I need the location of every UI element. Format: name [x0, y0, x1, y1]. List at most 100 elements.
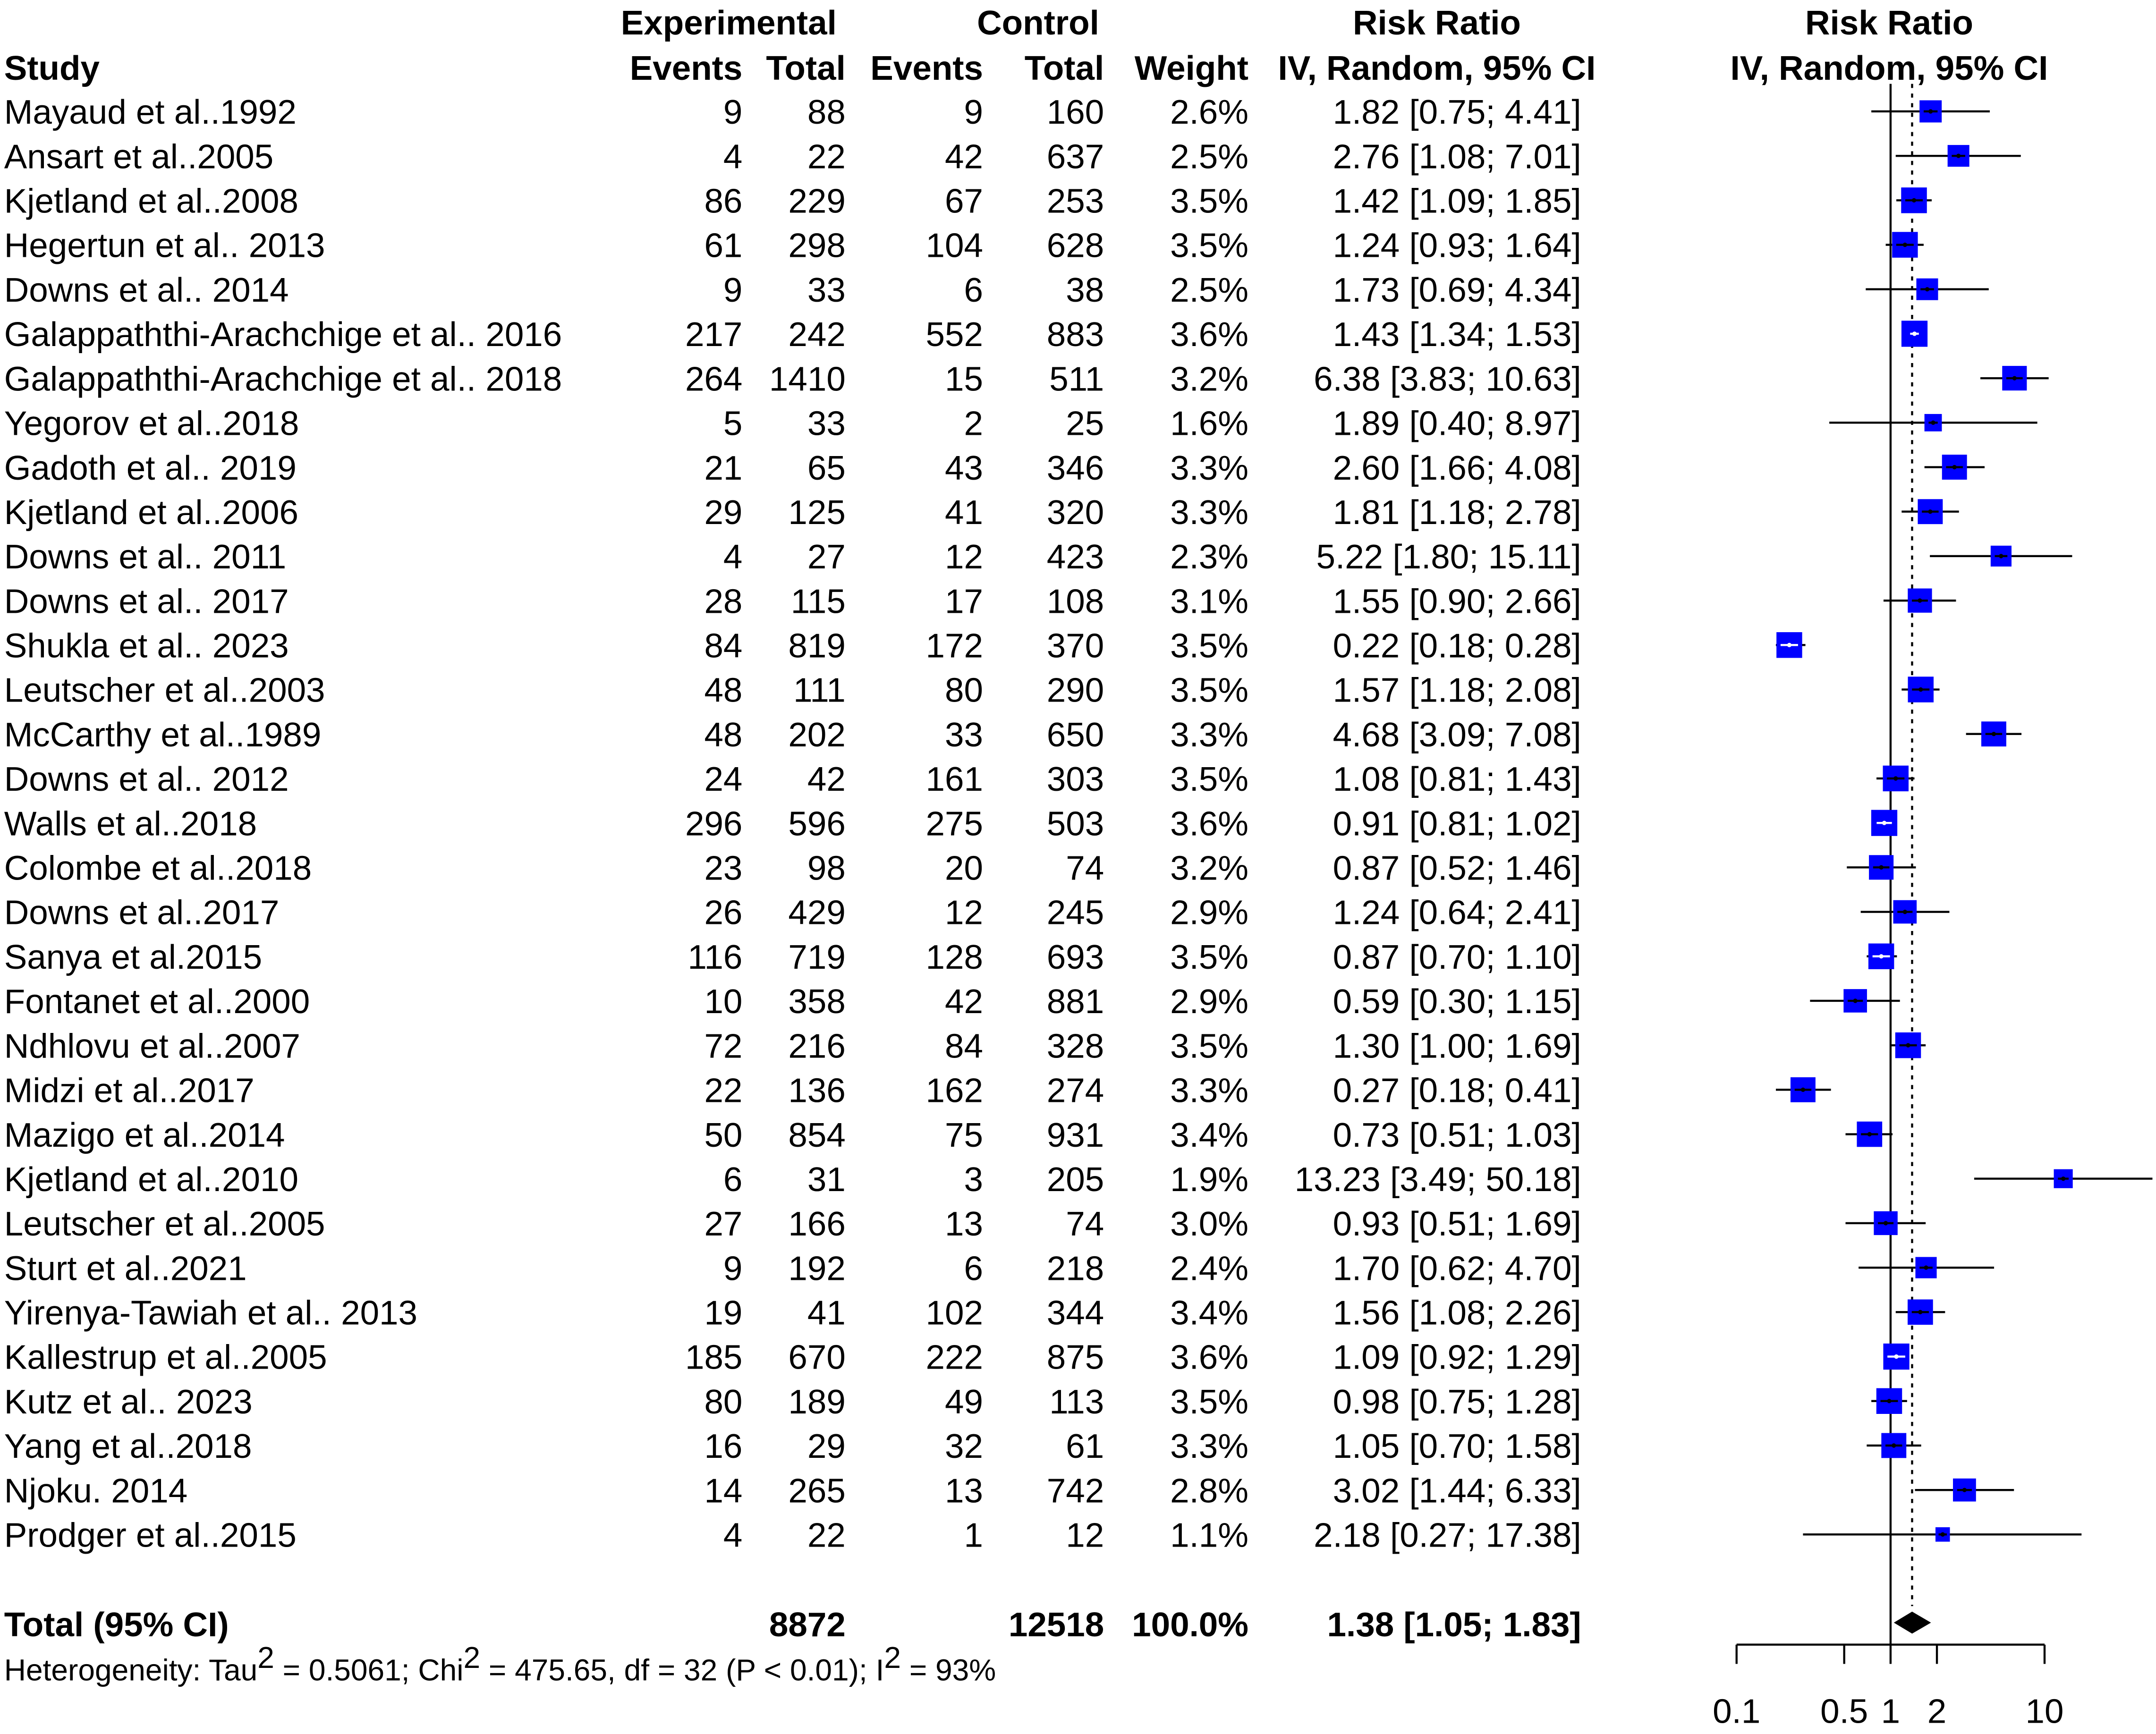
- cell-c-total: 693: [1047, 938, 1104, 976]
- cell-c-total: 61: [1066, 1427, 1104, 1465]
- cell-ci-text: 2.76 [1.08; 7.01]: [1333, 137, 1581, 176]
- table-row: McCarthy et al..1989 48 202 33 650 3.3% 4.68 […: [4, 716, 1581, 754]
- cell-c-events: 42: [945, 982, 983, 1021]
- cell-weight: 3.4%: [1170, 1294, 1248, 1332]
- cell-c-total: 290: [1047, 671, 1104, 710]
- cell-weight: 2.8%: [1170, 1472, 1248, 1510]
- estimate-dot: [1912, 331, 1917, 336]
- cell-study: Leutscher et al..2005: [4, 1205, 325, 1243]
- estimate-dot: [1924, 1265, 1928, 1270]
- table-row: Downs et al.. 2012 24 42 161 303 3.5% 1.08 [0.…: [4, 760, 1581, 798]
- cell-ci-text: 1.24 [0.93; 1.64]: [1333, 227, 1581, 265]
- cell-e-total: 115: [791, 582, 846, 620]
- cell-e-total: 22: [807, 1516, 846, 1555]
- cell-c-events: 32: [945, 1427, 983, 1465]
- table-row: Kjetland et al..2010 6 31 3 205 1.9% 13.23 [3.…: [4, 1160, 1581, 1199]
- cell-c-total: 881: [1047, 982, 1104, 1021]
- table-row: Gadoth et al.. 2019 21 65 43 346 3.3% 2.60 [1.…: [4, 449, 1581, 487]
- cell-ci-text: 1.73 [0.69; 4.34]: [1333, 271, 1581, 309]
- estimate-dot: [1879, 865, 1884, 870]
- cell-ci-text: 1.42 [1.09; 1.85]: [1333, 182, 1581, 220]
- cell-study: Yegorov et al..2018: [4, 405, 299, 443]
- study-mark: [1845, 1121, 1893, 1147]
- header: Experimental Control Risk Ratio Risk Rat…: [4, 4, 2048, 87]
- study-mark: [1915, 1478, 2014, 1502]
- cell-ci-text: 1.57 [1.18; 2.08]: [1333, 671, 1581, 710]
- cell-c-total: 25: [1066, 405, 1104, 443]
- header-experimental: Experimental: [621, 4, 837, 42]
- total-ci: 1.38 [1.05; 1.83]: [1327, 1606, 1581, 1644]
- cell-ci-text: 0.27 [0.18; 0.41]: [1333, 1072, 1581, 1110]
- cell-c-events: 9: [964, 93, 983, 131]
- cell-c-total: 245: [1047, 894, 1104, 932]
- estimate-dot: [2061, 1176, 2066, 1181]
- cell-weight: 3.5%: [1170, 938, 1248, 976]
- cell-c-events: 161: [926, 760, 983, 798]
- cell-weight: 3.4%: [1170, 1116, 1248, 1154]
- cell-c-total: 205: [1047, 1160, 1104, 1199]
- cell-c-total: 370: [1047, 627, 1104, 665]
- estimate-dot: [1800, 1087, 1806, 1092]
- cell-e-total: 265: [788, 1472, 845, 1510]
- cell-e-total: 42: [807, 760, 846, 798]
- study-mark: [1775, 632, 1806, 658]
- cell-e-events: 217: [685, 315, 742, 354]
- table-row: Sanya et al.2015 116 719 128 693 3.5% 0.87 [0.…: [4, 938, 1581, 976]
- study-mark: [1803, 1527, 2082, 1542]
- cell-c-total: 74: [1066, 1205, 1104, 1243]
- cell-c-events: 162: [926, 1072, 983, 1110]
- study-mark: [1966, 721, 2022, 747]
- cell-c-events: 102: [926, 1294, 983, 1332]
- cell-ci-text: 0.98 [0.75; 1.28]: [1333, 1383, 1581, 1421]
- cell-ci-text: 2.60 [1.66; 4.08]: [1333, 449, 1581, 487]
- cell-e-total: 41: [807, 1294, 846, 1332]
- cell-e-events: 23: [704, 849, 742, 888]
- cell-c-total: 650: [1047, 716, 1104, 754]
- cell-weight: 3.3%: [1170, 449, 1248, 487]
- cell-study: McCarthy et al..1989: [4, 716, 322, 754]
- cell-study: Midzi et al..2017: [4, 1072, 255, 1110]
- cell-weight: 3.2%: [1170, 360, 1248, 398]
- cell-c-events: 275: [926, 804, 983, 843]
- cell-weight: 3.3%: [1170, 1072, 1248, 1110]
- cell-c-events: 41: [945, 493, 983, 532]
- header-study: Study: [4, 49, 100, 87]
- estimate-dot: [1952, 465, 1957, 470]
- table-row: Galappaththi-Arachchige et al.. 2018 264 1…: [4, 360, 1581, 398]
- cell-c-events: 6: [964, 1249, 983, 1287]
- cell-ci-text: 1.08 [0.81; 1.43]: [1333, 760, 1581, 798]
- cell-e-events: 10: [704, 982, 742, 1021]
- cell-c-total: 346: [1047, 449, 1104, 487]
- study-mark: [1895, 145, 2021, 167]
- cell-c-events: 17: [945, 582, 983, 620]
- study-mark: [1890, 1032, 1926, 1058]
- cell-weight: 2.6%: [1170, 93, 1248, 131]
- study-mark: [1930, 545, 2072, 567]
- cell-study: Yang et al..2018: [4, 1427, 252, 1465]
- cell-weight: 1.1%: [1170, 1516, 1248, 1555]
- study-mark: [1901, 677, 1940, 702]
- cell-c-events: 13: [945, 1472, 983, 1510]
- cell-e-events: 6: [723, 1160, 742, 1199]
- cell-weight: 1.9%: [1170, 1160, 1248, 1199]
- table-row: Walls et al..2018 296 596 275 503 3.6% 0.91 [0…: [4, 804, 1581, 843]
- study-mark: [1885, 232, 1924, 258]
- i-superscript: 2: [884, 1641, 901, 1675]
- cell-e-events: 4: [723, 137, 742, 176]
- table-row: Hegertun et al.. 2013 61 298 104 628 3.5% 1.24…: [4, 227, 1581, 265]
- cell-c-events: 128: [926, 938, 983, 976]
- cell-c-events: 12: [945, 538, 983, 576]
- cell-c-total: 218: [1047, 1249, 1104, 1287]
- cell-e-events: 86: [704, 182, 742, 220]
- cell-c-events: 75: [945, 1116, 983, 1154]
- study-rows: Mayaud et al..1992 9 88 9 160 2.6% 1.82 [0.75;…: [4, 93, 1581, 1554]
- header-ctrl-events: Events: [870, 49, 983, 87]
- cell-e-total: 65: [807, 449, 846, 487]
- cell-study: Prodger et al..2015: [4, 1516, 297, 1555]
- estimate-dot: [1925, 287, 1930, 292]
- cell-c-total: 883: [1047, 315, 1104, 354]
- cell-weight: 3.3%: [1170, 716, 1248, 754]
- study-mark: [1859, 1257, 1995, 1278]
